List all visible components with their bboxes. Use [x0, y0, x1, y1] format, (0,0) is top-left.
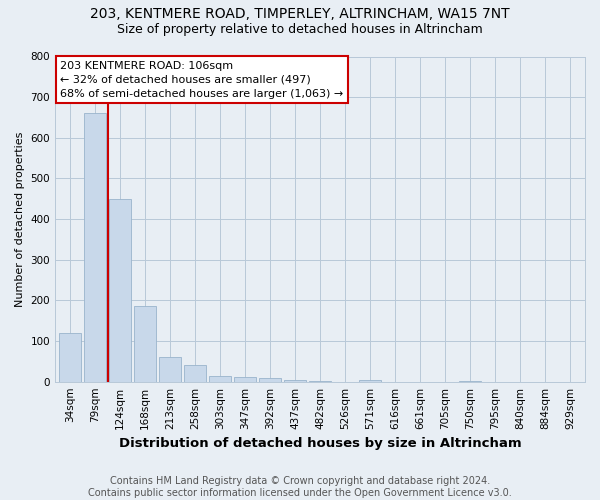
- Text: 203 KENTMERE ROAD: 106sqm
← 32% of detached houses are smaller (497)
68% of semi: 203 KENTMERE ROAD: 106sqm ← 32% of detac…: [60, 60, 343, 98]
- Text: 203, KENTMERE ROAD, TIMPERLEY, ALTRINCHAM, WA15 7NT: 203, KENTMERE ROAD, TIMPERLEY, ALTRINCHA…: [90, 8, 510, 22]
- Bar: [259, 378, 281, 382]
- Bar: [184, 366, 206, 382]
- Bar: [209, 376, 230, 382]
- Text: Size of property relative to detached houses in Altrincham: Size of property relative to detached ho…: [117, 22, 483, 36]
- X-axis label: Distribution of detached houses by size in Altrincham: Distribution of detached houses by size …: [119, 437, 521, 450]
- Bar: [235, 377, 256, 382]
- Y-axis label: Number of detached properties: Number of detached properties: [15, 132, 25, 307]
- Bar: [460, 381, 481, 382]
- Bar: [85, 114, 106, 382]
- Bar: [59, 333, 80, 382]
- Bar: [109, 199, 131, 382]
- Bar: [134, 306, 155, 382]
- Bar: [310, 381, 331, 382]
- Bar: [359, 380, 380, 382]
- Bar: [160, 358, 181, 382]
- Text: Contains HM Land Registry data © Crown copyright and database right 2024.
Contai: Contains HM Land Registry data © Crown c…: [88, 476, 512, 498]
- Bar: [284, 380, 305, 382]
